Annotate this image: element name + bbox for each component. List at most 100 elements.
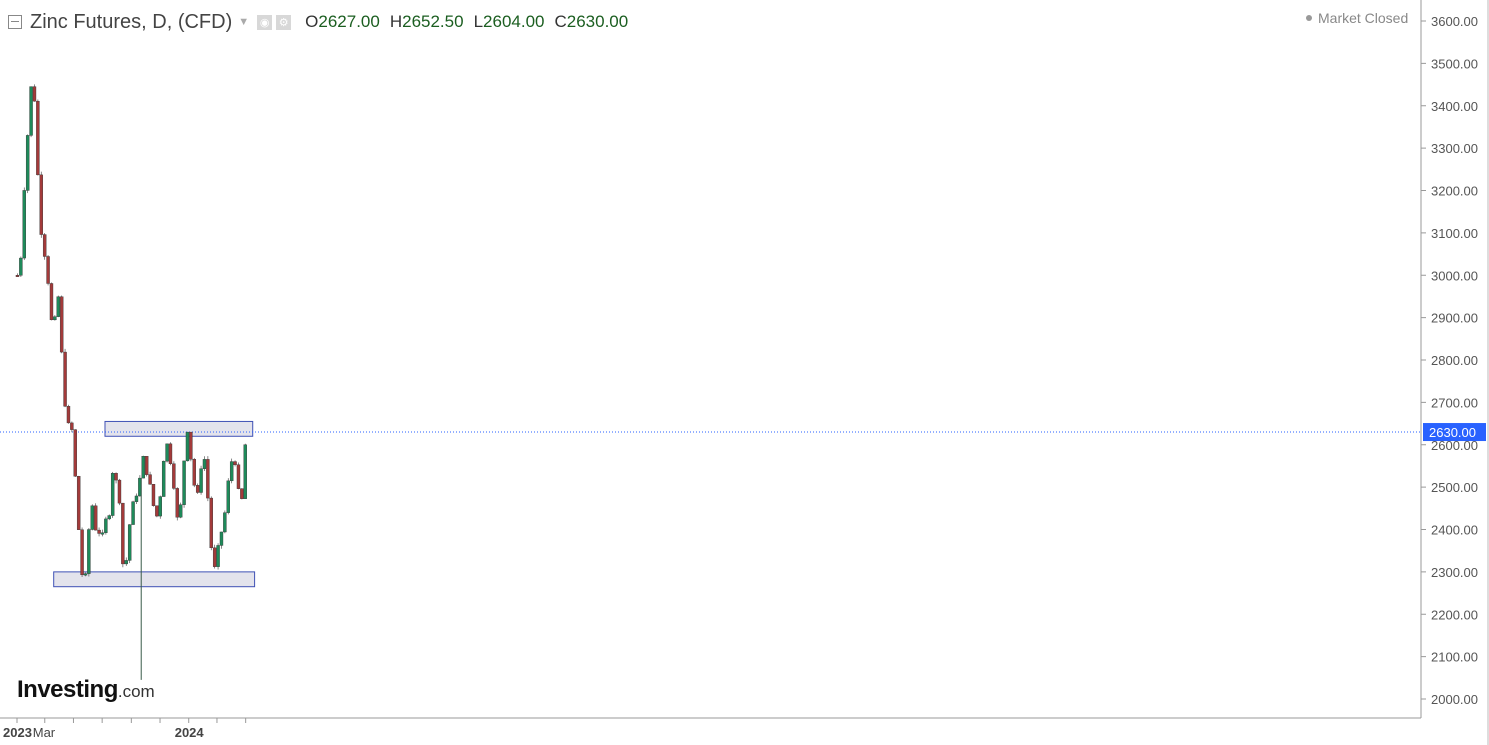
settings-icon[interactable]: ⚙ — [276, 14, 292, 30]
candle-up — [29, 86, 33, 136]
candle-down — [148, 474, 152, 485]
x-tick-label: 2024 — [175, 725, 205, 740]
scrollbar-track — [1487, 0, 1489, 745]
candle-up — [107, 515, 111, 520]
candle-down — [121, 502, 125, 565]
candle-down — [39, 174, 43, 235]
candle-up — [226, 480, 230, 513]
y-tick-label: 3200.00 — [1431, 184, 1478, 199]
y-tick-label: 2600.00 — [1431, 438, 1478, 453]
candle-up — [229, 461, 234, 482]
candle-down — [192, 459, 196, 486]
candle-up — [243, 444, 247, 499]
candle-up — [22, 190, 26, 259]
y-tick-label: 3500.00 — [1431, 56, 1478, 71]
candle-down — [63, 351, 67, 407]
candle-down — [49, 283, 54, 321]
close-value: C2630.00 — [554, 12, 629, 31]
instrument-title: Zinc Futures, D, (CFD) — [30, 10, 233, 33]
x-tick-label: Mar — [33, 725, 56, 740]
candle-up — [110, 473, 115, 516]
candle-down — [70, 422, 74, 430]
y-tick-label: 3400.00 — [1431, 99, 1478, 114]
high-value: H2652.50 — [389, 12, 464, 31]
collapse-icon[interactable] — [8, 15, 22, 29]
candle-up — [182, 460, 186, 505]
y-tick-label: 2700.00 — [1431, 395, 1478, 410]
candle-down — [240, 488, 244, 499]
candle-up — [178, 504, 183, 518]
candle-down — [36, 100, 40, 176]
candle-down — [59, 296, 64, 353]
candle-up — [19, 257, 23, 276]
chevron-down-icon[interactable]: ▼ — [238, 16, 250, 28]
status-dot-icon — [1306, 15, 1312, 21]
candle-up — [53, 316, 57, 321]
candle-up — [223, 512, 227, 533]
logo-suffix: .com — [117, 682, 155, 701]
candle-down — [172, 463, 176, 489]
visibility-icon[interactable]: ◉ — [257, 14, 273, 30]
market-status: Market Closed — [1306, 10, 1408, 26]
candle-down — [93, 505, 98, 531]
candle-up — [83, 573, 88, 576]
candle-down — [209, 497, 213, 549]
candle-down — [73, 429, 77, 477]
last-price-label: 2630.00 — [1429, 425, 1476, 440]
candle-down — [144, 456, 149, 475]
candle-up — [90, 505, 94, 530]
open-value: O2627.00 — [305, 12, 380, 31]
candle-down — [76, 475, 81, 530]
candle-down — [97, 529, 101, 534]
candle-down — [236, 464, 241, 489]
y-tick-label: 2800.00 — [1431, 353, 1478, 368]
y-tick-label: 3600.00 — [1431, 14, 1478, 29]
y-tick-label: 2200.00 — [1431, 607, 1478, 622]
candle-up — [25, 135, 30, 191]
candle-down — [114, 473, 118, 481]
candle-down — [42, 234, 47, 257]
chart-header: Zinc Futures, D, (CFD) ▼ ◉ ⚙ O2627.00 H2… — [8, 9, 628, 35]
candle-down — [168, 443, 173, 464]
y-tick-label: 2900.00 — [1431, 311, 1478, 326]
candle-up — [100, 532, 105, 535]
y-tick-label: 3300.00 — [1431, 141, 1478, 156]
candle-up — [219, 531, 224, 546]
candle-up — [141, 456, 145, 479]
candle-up — [131, 501, 135, 525]
support-zone — [53, 571, 256, 588]
candle-down — [233, 461, 237, 465]
candle-down — [212, 547, 217, 567]
candle-up — [104, 518, 108, 533]
y-tick-label: 2300.00 — [1431, 565, 1478, 580]
candle-down — [46, 256, 50, 284]
candle-up — [216, 545, 220, 567]
logo-brand: Investing — [17, 676, 118, 703]
y-tick-label: 2500.00 — [1431, 480, 1478, 495]
candle-down — [80, 529, 84, 576]
y-tick-label: 2000.00 — [1431, 692, 1478, 707]
low-value: L2604.00 — [473, 12, 545, 31]
resistance-zone — [104, 420, 254, 437]
candle-up — [134, 495, 139, 502]
candle-up — [56, 296, 60, 317]
candle-up — [199, 468, 203, 493]
candle-up — [127, 524, 132, 561]
y-tick-label: 3100.00 — [1431, 226, 1478, 241]
candle-down — [155, 505, 159, 517]
candle-down — [206, 459, 210, 499]
investing-logo: Investing.com — [17, 676, 155, 704]
candle-down — [189, 431, 193, 460]
candle-down — [15, 275, 20, 277]
candle-down — [32, 86, 37, 102]
candle-up — [124, 560, 128, 565]
candle-up — [161, 460, 166, 497]
candle-down — [175, 488, 179, 518]
candle-up — [87, 529, 91, 574]
candle-up — [165, 443, 169, 462]
y-tick-label: 2400.00 — [1431, 523, 1478, 538]
market-status-text: Market Closed — [1318, 10, 1409, 26]
last-price-badge — [1423, 423, 1486, 442]
candle-up — [202, 459, 207, 469]
